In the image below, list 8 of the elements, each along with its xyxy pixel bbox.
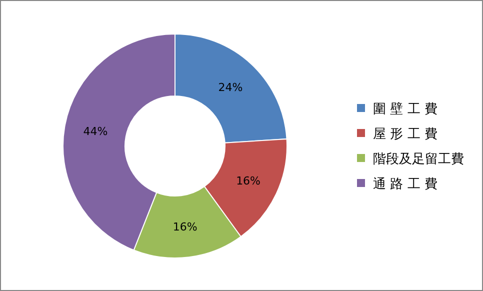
data-label: 44%	[83, 124, 108, 138]
legend-label: 屋 形 工 費	[373, 127, 438, 142]
data-label: 24%	[218, 80, 243, 94]
data-label: 16%	[172, 220, 198, 234]
data-label: 16%	[236, 174, 261, 188]
legend-label: 圍 壁 工 費	[373, 102, 438, 117]
legend-label: 階段及足留工費	[373, 152, 464, 167]
legend-label: 通 路 工 費	[373, 177, 438, 192]
